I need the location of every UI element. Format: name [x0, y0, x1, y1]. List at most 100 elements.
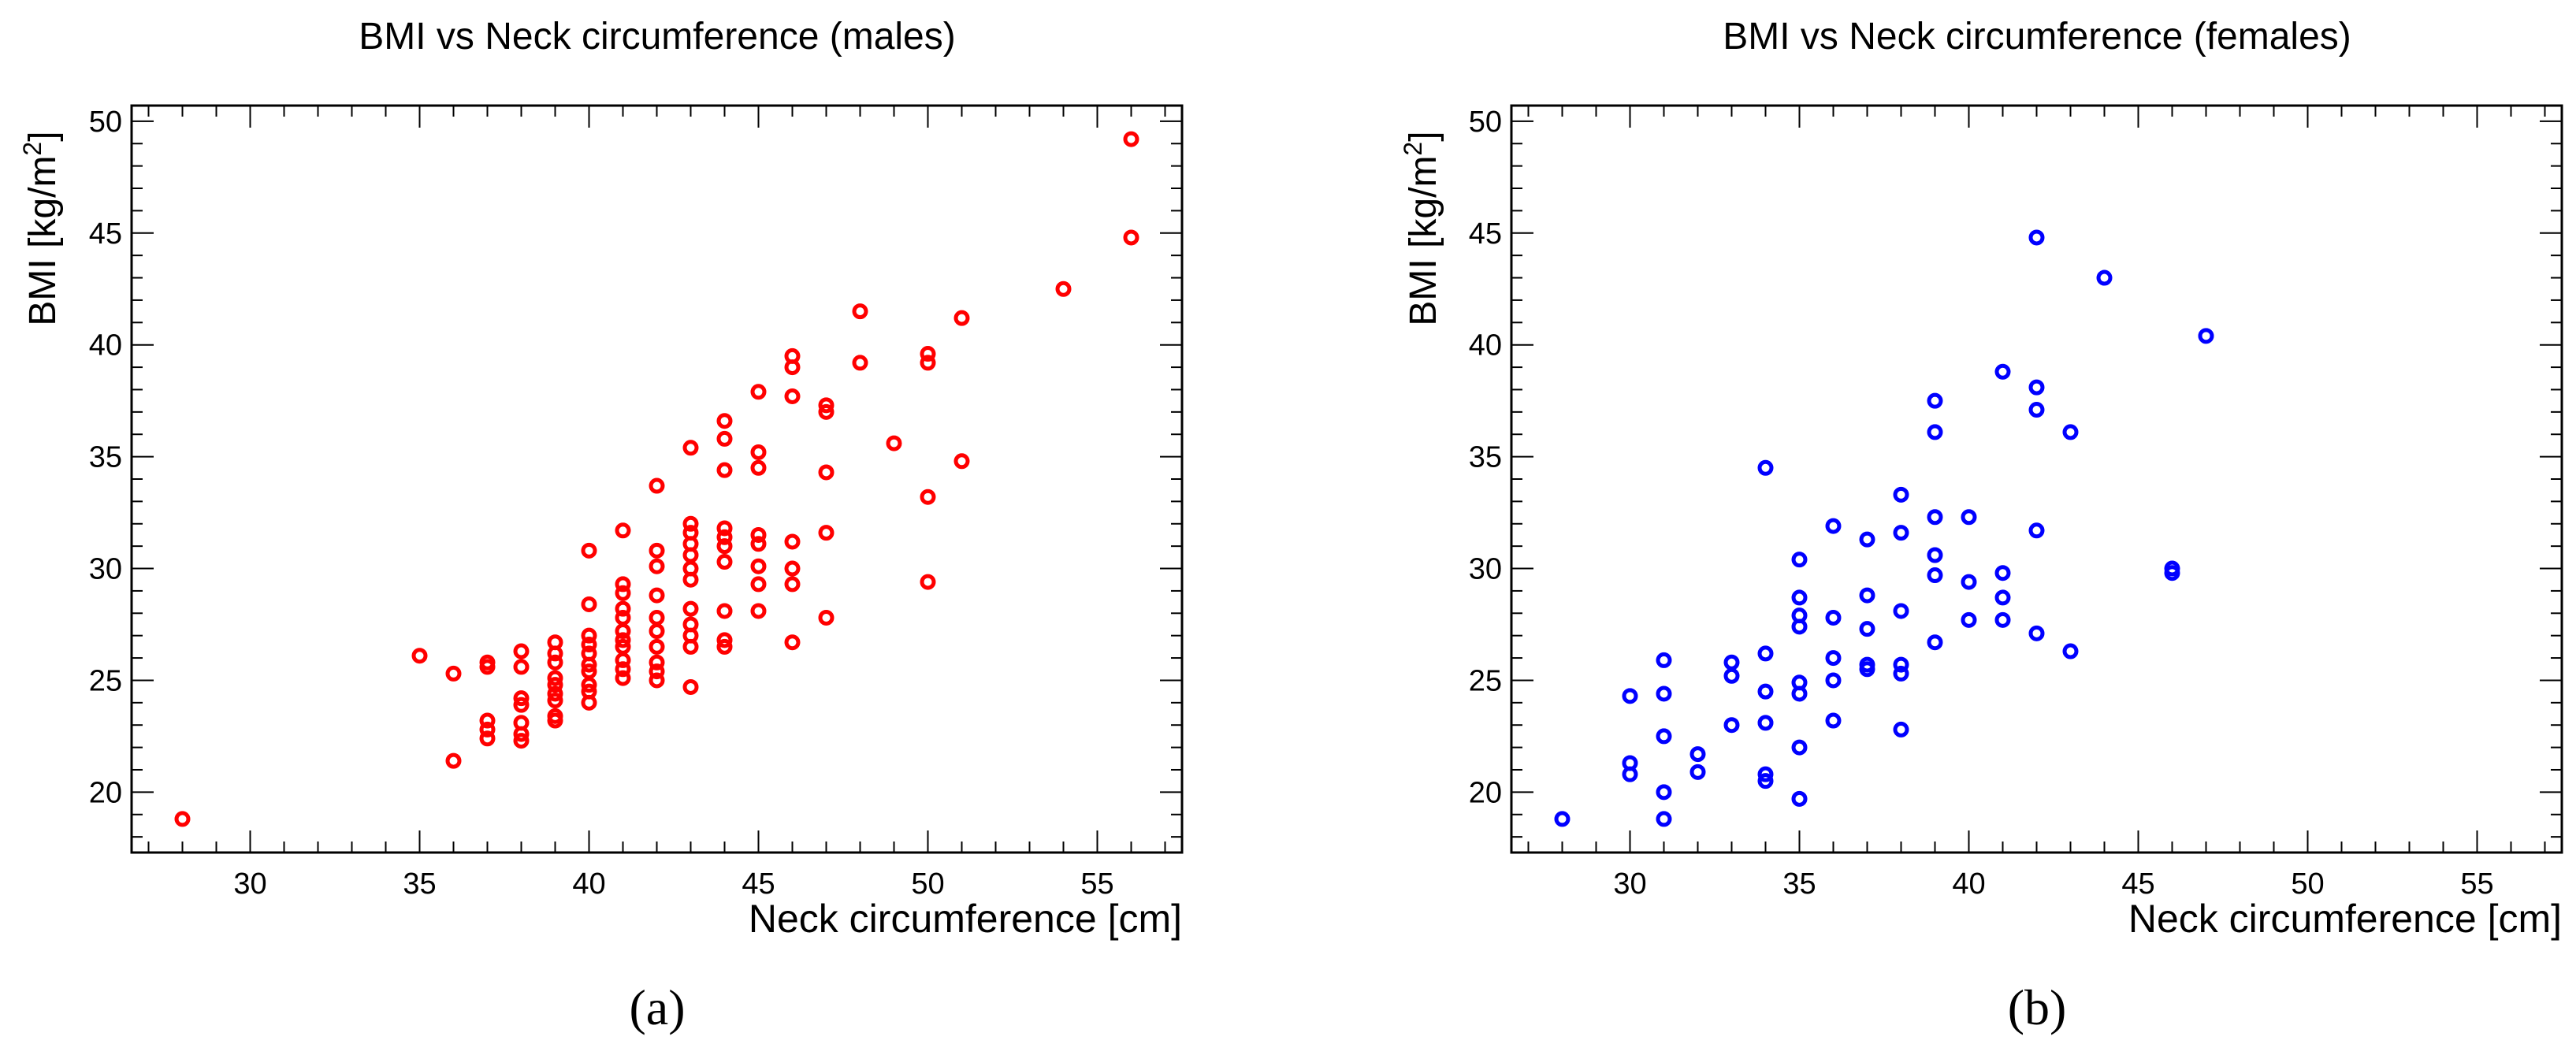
data-point: [1723, 717, 1740, 734]
y-axis-label-sup: 2: [1399, 142, 1427, 156]
data-point: [1123, 229, 1139, 246]
data-point: [649, 542, 665, 559]
data-point: [1994, 589, 2011, 606]
data-point: [1825, 712, 1842, 729]
data-point: [953, 453, 970, 470]
data-point: [615, 632, 631, 648]
y-tick-label: 20: [1469, 776, 1502, 809]
data-point: [1927, 392, 1943, 409]
data-point: [784, 634, 801, 651]
data-point: [581, 677, 597, 693]
data-point: [1859, 587, 1875, 604]
data-point: [1757, 766, 1774, 782]
data-point: [1961, 611, 1977, 628]
data-point: [649, 654, 665, 671]
data-point: [1825, 609, 1842, 626]
x-tick-label: 40: [572, 868, 605, 901]
data-point: [682, 678, 699, 695]
data-point: [1757, 683, 1774, 700]
x-tick-label: 55: [1080, 868, 1113, 901]
data-point: [750, 576, 767, 593]
data-point: [615, 609, 631, 626]
y-tick-label: 40: [89, 329, 122, 362]
data-point: [1961, 574, 1977, 590]
data-point: [2062, 424, 2079, 440]
x-tick-label: 35: [403, 868, 436, 901]
panel-label-text: (a): [629, 979, 685, 1035]
data-point: [953, 310, 970, 326]
data-point: [1825, 518, 1842, 534]
data-point: [1689, 763, 1706, 780]
data-point: [716, 430, 733, 447]
x-tick-label: 40: [1952, 868, 1985, 901]
x-tick-label: 50: [911, 868, 944, 901]
x-tick-label: 30: [233, 868, 266, 901]
data-point: [649, 638, 665, 655]
y-axis-label: BMI [kg/m2]: [1399, 131, 1444, 325]
data-point: [784, 576, 801, 593]
data-point: [513, 733, 530, 749]
y-axis-label-sup: 2: [18, 142, 46, 156]
data-point: [750, 526, 767, 543]
data-point: [682, 547, 699, 563]
panel-females: BMI vs Neck circumference (females) BMI …: [1399, 16, 2563, 1035]
y-tick-label: 25: [89, 664, 122, 697]
y-tick-label: 50: [89, 106, 122, 139]
data-point: [1791, 619, 1808, 635]
data-point: [682, 571, 699, 588]
panel-label: (a): [629, 979, 685, 1035]
data-point: [750, 603, 767, 619]
data-point: [1927, 509, 1943, 526]
x-tick-label: 45: [2121, 868, 2154, 901]
data-point: [1055, 281, 1072, 297]
data-point: [1893, 656, 1909, 673]
data-point: [818, 464, 835, 481]
data-point: [716, 529, 733, 545]
data-point: [1656, 652, 1672, 668]
data-point: [1723, 667, 1740, 684]
data-point: [716, 413, 733, 429]
data-point: [615, 670, 631, 686]
data-point: [716, 632, 733, 648]
data-point: [581, 627, 597, 644]
data-point: [581, 694, 597, 711]
data-point: [1893, 486, 1909, 503]
y-tick-label: 25: [1469, 664, 1502, 697]
data-point: [1622, 766, 1638, 782]
data-point: [1893, 603, 1909, 619]
data-point: [682, 638, 699, 655]
data-point: [1791, 739, 1808, 756]
data-point: [1656, 728, 1672, 745]
data-point: [174, 811, 191, 827]
data-point: [716, 538, 733, 555]
data-point: [547, 712, 563, 729]
data-point: [479, 659, 496, 675]
data-point: [649, 609, 665, 626]
data-point: [1757, 715, 1774, 731]
x-tick-labels: 30 35 40 45 50 55: [1613, 868, 2493, 901]
data-point: [513, 697, 530, 713]
data-point: [649, 663, 665, 680]
data-point: [1656, 811, 1672, 827]
data-point: [615, 623, 631, 640]
data-point: [1791, 685, 1808, 702]
data-point: [615, 661, 631, 678]
data-point: [1859, 531, 1875, 548]
data-point: [1656, 685, 1672, 702]
data-point: [1791, 552, 1808, 568]
data-point: [1757, 459, 1774, 476]
data-point: [2028, 402, 2045, 418]
data-point: [920, 574, 936, 590]
data-point: [716, 638, 733, 655]
data-point: [513, 643, 530, 659]
data-point: [615, 652, 631, 668]
data-point: [1825, 650, 1842, 667]
data-points: [174, 131, 1139, 827]
data-point: [1123, 131, 1139, 147]
data-point: [750, 444, 767, 460]
x-tick-label: 35: [1782, 868, 1816, 901]
y-tick-label: 30: [89, 553, 122, 586]
data-point: [1825, 672, 1842, 689]
y-axis-label: BMI [kg/m2]: [18, 131, 64, 325]
data-point: [615, 585, 631, 601]
